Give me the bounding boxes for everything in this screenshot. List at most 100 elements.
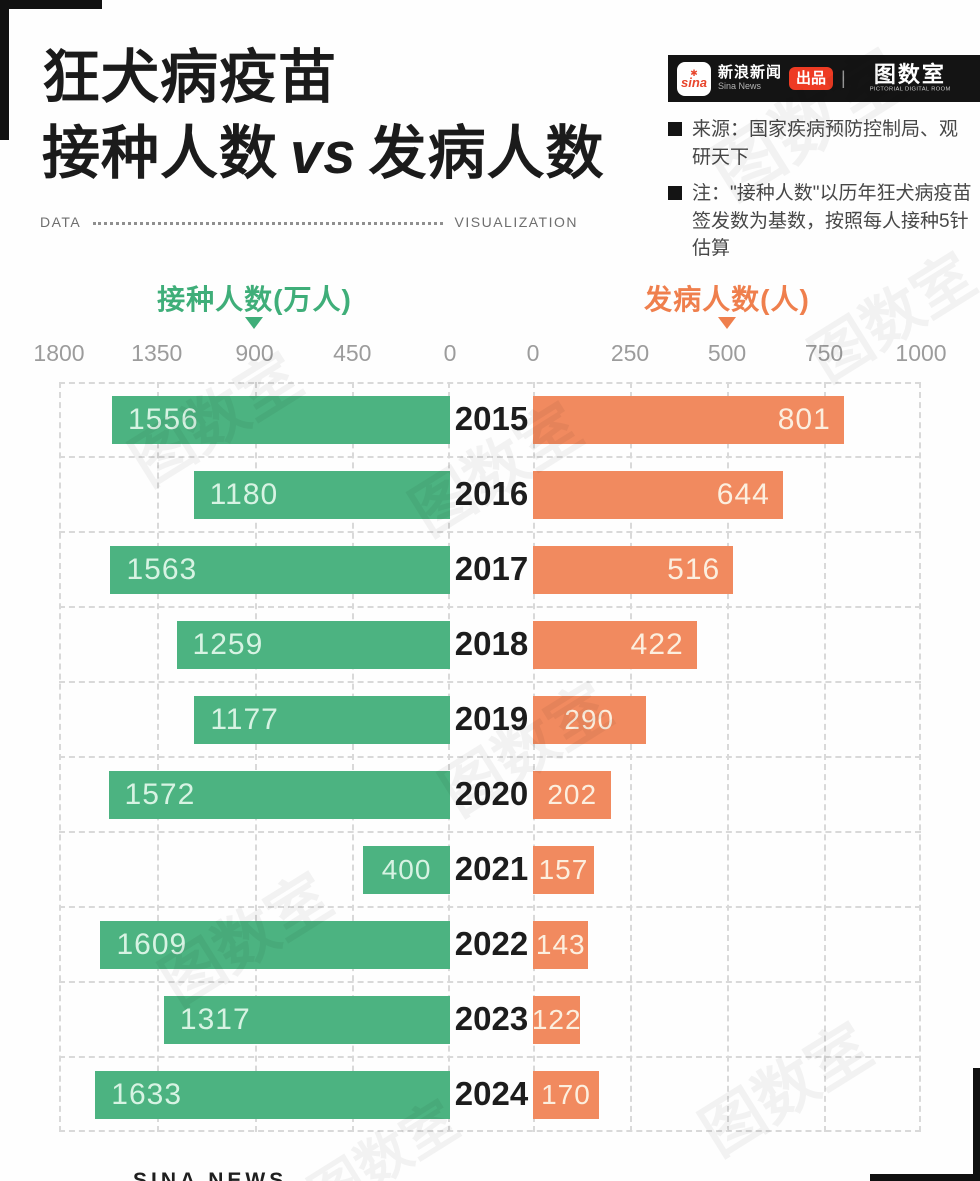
gridline-vertical bbox=[824, 382, 826, 1132]
bar-vaccinated-2022: 1609 bbox=[100, 920, 450, 969]
year-label-2022: 2022 bbox=[454, 925, 529, 962]
axis-tick-label: 500 bbox=[707, 340, 747, 366]
source-notes: 来源：国家疾病预防控制局、观研天下 注："接种人数"以历年狂犬病疫苗签发数为基数… bbox=[668, 116, 974, 263]
page-title: 狂犬病疫苗 接种人数 vs 发病人数 bbox=[42, 40, 605, 192]
axis-tick-label: 0 bbox=[526, 340, 540, 366]
year-label-2019: 2019 bbox=[454, 700, 529, 737]
brand-name-en: Sina News bbox=[718, 80, 762, 91]
bar-value-label: 157 bbox=[538, 853, 589, 885]
gridline-horizontal bbox=[59, 456, 921, 458]
brand-name-cn: 新浪新闻 bbox=[718, 64, 783, 82]
gridline-horizontal bbox=[59, 681, 921, 683]
bar-value-label: 1633 bbox=[111, 1077, 183, 1111]
diverging-bar-chart: 1556 801 2015 1180 644 2016 1563 516 2017 1259 422… bbox=[59, 382, 921, 1132]
bar-value-label: 1556 bbox=[128, 402, 199, 436]
year-label-2020: 2020 bbox=[454, 775, 529, 812]
gridline-vertical bbox=[630, 382, 632, 1132]
square-bullet-icon bbox=[668, 186, 682, 201]
note-source-text: 来源：国家疾病预防控制局、观研天下 bbox=[692, 119, 959, 168]
legend-cases: 发病人数(人) bbox=[644, 284, 810, 315]
sina-eye-icon: ✱ bbox=[690, 67, 698, 78]
studio-logo-block: 图数室 PICTORIAL DIGITAL ROOM bbox=[854, 61, 966, 94]
bar-value-label: 1563 bbox=[126, 552, 198, 586]
bar-cases-2024: 170 bbox=[533, 1070, 599, 1119]
gridline-horizontal bbox=[59, 906, 921, 908]
bar-value-label: 400 bbox=[381, 853, 432, 885]
bar-value-label: 516 bbox=[667, 552, 721, 586]
studio-logo-text: 图数室 bbox=[873, 61, 946, 87]
ribbon-left-label: DATA bbox=[40, 214, 82, 230]
corner-mark-bottom-right-vertical bbox=[973, 1068, 980, 1181]
bar-vaccinated-2020: 1572 bbox=[108, 770, 450, 819]
axis-tick-label: 1000 bbox=[895, 340, 947, 366]
brand-header-bar: ✱ sina 新浪新闻 Sina News 出品 | 图数室 PICTORIAL… bbox=[668, 55, 980, 102]
gridline-vertical bbox=[254, 382, 257, 1132]
header-divider: | bbox=[841, 68, 846, 88]
bar-value-label: 170 bbox=[541, 1078, 591, 1110]
footer-clipped-text: SINA NEWS bbox=[133, 1169, 288, 1181]
bar-value-label: 644 bbox=[716, 477, 770, 511]
bar-vaccinated-2019: 1177 bbox=[194, 695, 450, 744]
title-vs: vs bbox=[290, 121, 357, 186]
bar-cases-2019: 290 bbox=[533, 695, 646, 744]
dotted-leader-line bbox=[93, 221, 443, 225]
axis-tick-label: 0 bbox=[443, 340, 457, 366]
bar-value-label: 1317 bbox=[179, 1002, 251, 1036]
bar-cases-2018: 422 bbox=[533, 620, 697, 669]
bar-vaccinated-2021: 400 bbox=[363, 845, 450, 894]
bar-value-label: 122 bbox=[531, 1003, 582, 1035]
bar-vaccinated-2017: 1563 bbox=[110, 545, 450, 594]
gridline-vertical bbox=[533, 382, 535, 1132]
year-label-2017: 2017 bbox=[454, 550, 529, 587]
axis-tick-label: 750 bbox=[804, 340, 844, 366]
sina-logo-text: sina bbox=[680, 74, 707, 90]
ribbon-right-label: VISUALIZATION bbox=[454, 214, 578, 230]
gridline-horizontal bbox=[59, 606, 921, 608]
gridline-vertical bbox=[727, 382, 729, 1132]
bar-vaccinated-2016: 1180 bbox=[193, 470, 450, 519]
axis-tick-label: 1350 bbox=[131, 340, 183, 366]
note-method: 注："接种人数"以历年狂犬病疫苗签发数为基数，按照每人接种5针估算 bbox=[668, 180, 974, 263]
brand-name-block: 新浪新闻 Sina News bbox=[718, 65, 782, 91]
bar-cases-2016: 644 bbox=[533, 470, 783, 519]
gridline-vertical bbox=[448, 382, 450, 1132]
right-axis-ticks: 0 250 500 750 1000 bbox=[527, 340, 947, 368]
year-label-2018: 2018 bbox=[454, 625, 529, 662]
bar-value-label: 1609 bbox=[116, 927, 188, 961]
gridline-horizontal bbox=[59, 981, 921, 983]
bar-cases-2017: 516 bbox=[533, 545, 734, 594]
bar-value-label: 1180 bbox=[209, 477, 279, 511]
year-label-2021: 2021 bbox=[454, 850, 529, 887]
bar-value-label: 1259 bbox=[192, 627, 264, 661]
gridline-vertical bbox=[59, 382, 61, 1132]
bar-value-label: 290 bbox=[564, 703, 615, 735]
note-source: 来源：国家疾病预防控制局、观研天下 bbox=[668, 116, 974, 171]
bar-cases-2015: 801 bbox=[533, 395, 844, 444]
year-label-2016: 2016 bbox=[454, 475, 529, 512]
bar-value-label: 143 bbox=[535, 928, 586, 960]
axis-tick-label: 900 bbox=[235, 340, 274, 366]
bar-value-label: 801 bbox=[777, 402, 831, 436]
axis-tick-label: 1800 bbox=[33, 340, 85, 366]
triangle-down-icon-green bbox=[245, 317, 263, 329]
bar-vaccinated-2024: 1633 bbox=[95, 1070, 450, 1119]
year-label-2015: 2015 bbox=[454, 400, 529, 437]
corner-mark-top-left-vertical bbox=[0, 0, 9, 140]
bar-vaccinated-2015: 1556 bbox=[112, 395, 450, 444]
gridline-vertical bbox=[919, 382, 921, 1132]
bar-value-label: 1572 bbox=[124, 777, 196, 811]
left-axis-ticks: 1800 1350 900 450 0 bbox=[33, 340, 456, 368]
bar-value-label: 202 bbox=[547, 778, 598, 810]
bar-vaccinated-2023: 1317 bbox=[163, 995, 450, 1044]
bar-cases-2020: 202 bbox=[533, 770, 612, 819]
studio-logo-subtext: PICTORIAL DIGITAL ROOM bbox=[869, 84, 951, 92]
axis-tick-label: 450 bbox=[333, 340, 372, 366]
corner-mark-bottom-right-horizontal bbox=[870, 1174, 980, 1181]
sina-logo-icon: ✱ sina bbox=[677, 61, 711, 96]
gridline-horizontal bbox=[59, 831, 921, 833]
produced-by-badge: 出品 bbox=[789, 67, 834, 90]
bar-vaccinated-2018: 1259 bbox=[176, 620, 450, 669]
gridline-horizontal bbox=[59, 1056, 921, 1058]
gridline-horizontal bbox=[59, 382, 921, 384]
